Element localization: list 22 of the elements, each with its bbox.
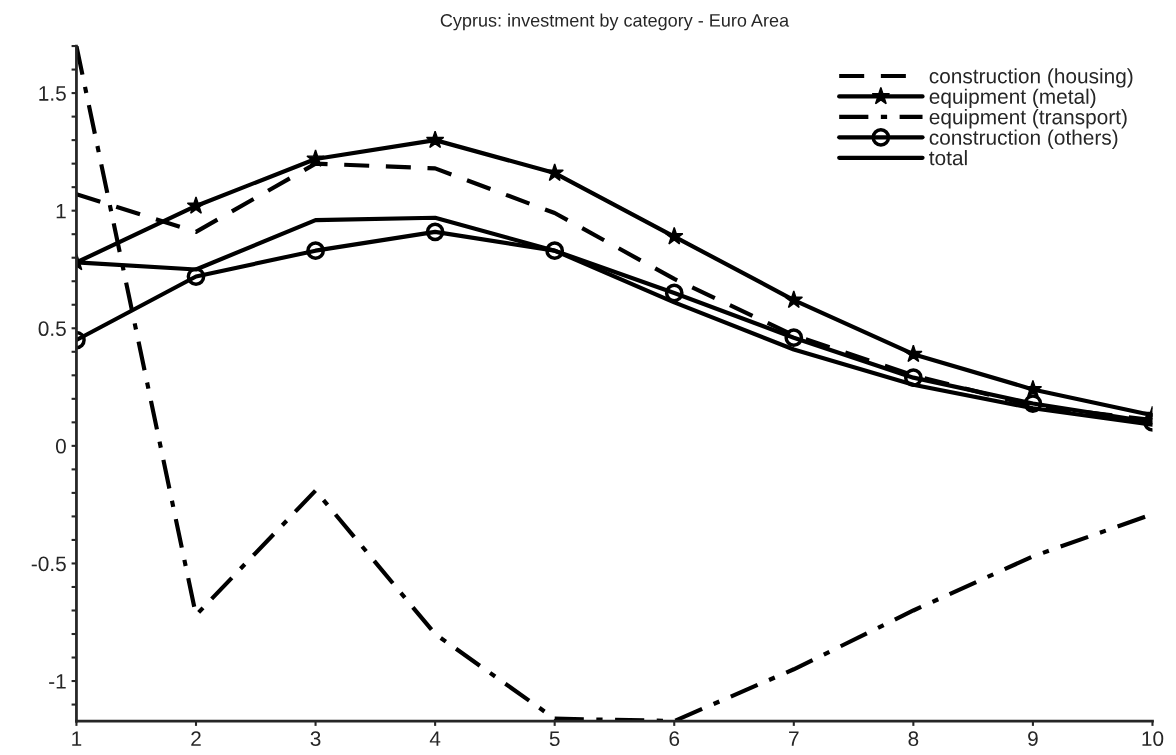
x-tick-label: 5 [549,731,560,747]
x-tick-label: 10 [1142,731,1164,747]
x-tick-label: 8 [908,731,919,747]
y-tick-label: 1.5 [39,86,66,101]
y-tick-label: -1 [49,674,66,689]
x-tick-label: 3 [310,731,321,747]
x-tick-label: 1 [72,731,82,746]
y-tick-label: 0 [55,438,66,454]
legend-label: equipment (metal) [929,88,1096,109]
chart-title: Cyprus: investment by category - Euro Area [440,13,790,31]
x-tick-label: 7 [789,731,799,746]
legend-label: total [929,150,967,166]
y-tick-label: 0.5 [38,321,66,337]
x-tick-label: 6 [669,731,680,747]
y-tick-label: -0.5 [31,556,66,572]
y-tick-label: 1 [56,203,66,219]
legend-label: equipment (transport) [929,109,1127,129]
legend-label: construction (housing) [929,68,1133,88]
x-tick-label: 9 [1028,731,1038,747]
x-tick-label: 4 [429,731,441,746]
legend-label: construction (others) [929,129,1118,149]
x-tick-label: 2 [191,731,201,746]
